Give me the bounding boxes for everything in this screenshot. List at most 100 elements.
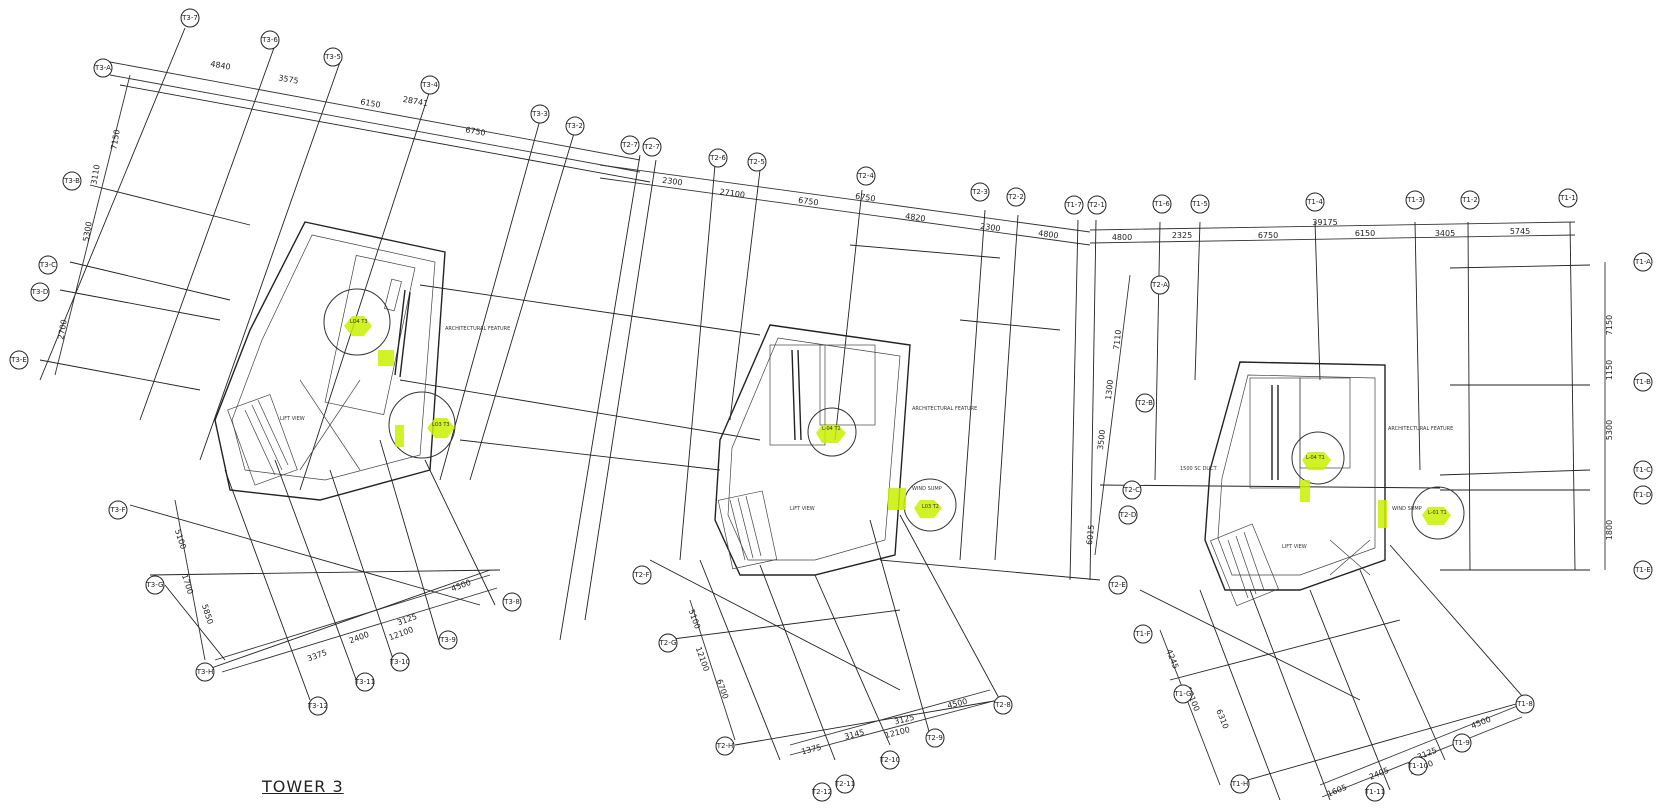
dim-text: 6750 bbox=[798, 196, 819, 208]
svg-text:T3-2: T3-2 bbox=[566, 122, 583, 130]
dim-text: 2300 bbox=[662, 176, 683, 188]
highlight-tag: L-04 T1 bbox=[1306, 455, 1325, 461]
dim-text: 2700 bbox=[56, 319, 68, 341]
grid-bubble: T1-9 bbox=[1452, 733, 1472, 753]
grid-bubble: T3-F bbox=[108, 500, 128, 520]
dim-text: 6150 bbox=[1355, 229, 1375, 238]
tower2-grid: 2300 27100 6750 6750 4820 2300 4800 7110… bbox=[559, 154, 1131, 641]
svg-text:T2-7: T2-7 bbox=[621, 141, 638, 149]
dim-text: 4800 bbox=[1038, 229, 1059, 241]
dim-text: 5850 bbox=[200, 603, 215, 625]
dim-text: 12100 bbox=[884, 725, 911, 740]
grid-bubble: T1-1 bbox=[1558, 188, 1578, 208]
svg-text:T2-B: T2-B bbox=[1136, 399, 1153, 407]
grid-bubble: T1-6 bbox=[1152, 194, 1172, 214]
tower2-bottom-grid: 5100 12100 6700 1375 3145 3125 12100 450… bbox=[649, 514, 1001, 761]
dim-text: 27100 bbox=[719, 187, 745, 199]
grid-bubble: T2-3 bbox=[970, 182, 990, 202]
room-note: WIND SUMP bbox=[912, 486, 942, 492]
room-note: ARCHITECTURAL FEATURE bbox=[912, 406, 977, 412]
svg-text:T3-10: T3-10 bbox=[389, 658, 410, 666]
highlight-tag: L-01 T1 bbox=[1428, 510, 1447, 516]
grid-bubble: T1-F bbox=[1133, 624, 1153, 644]
grid-bubble: T1-10 bbox=[1407, 756, 1428, 776]
dim-text: 39175 bbox=[1312, 218, 1337, 227]
grid-bubble: T1-B bbox=[1633, 372, 1653, 392]
grid-bubble: T2-B bbox=[1135, 393, 1155, 413]
dim-text: 2325 bbox=[1172, 231, 1192, 240]
highlight-marker bbox=[914, 500, 942, 518]
dim-text: 5100 bbox=[687, 608, 702, 630]
room-note: 1500 SC DUCT bbox=[1180, 466, 1218, 472]
highlight-marker bbox=[395, 425, 404, 447]
drawing-title: TOWER 3 bbox=[262, 777, 344, 796]
grid-bubble: T1-H bbox=[1230, 774, 1250, 794]
svg-text:T2-H: T2-H bbox=[716, 742, 734, 750]
svg-text:T1-8: T1-8 bbox=[1516, 700, 1533, 708]
tower1-core-plan: L-04 T1 L-01 T1 LIFT VIEW ARCHITECTURAL … bbox=[1180, 361, 1465, 607]
svg-text:T1-1: T1-1 bbox=[1559, 194, 1576, 202]
grid-bubble: T3-E bbox=[9, 350, 29, 370]
svg-text:T3-B: T3-B bbox=[63, 177, 80, 185]
svg-text:T1-9: T1-9 bbox=[1453, 739, 1470, 747]
svg-text:T3-12: T3-12 bbox=[307, 702, 328, 710]
grid-bubble: T2-C bbox=[1122, 480, 1142, 500]
svg-text:T2-G: T2-G bbox=[659, 639, 677, 647]
dim-text: 3405 bbox=[1435, 229, 1455, 238]
highlight-marker bbox=[888, 488, 906, 510]
svg-text:T2-1: T2-1 bbox=[1088, 201, 1105, 209]
highlight-tag: L-04 T2 bbox=[822, 426, 841, 432]
svg-text:T2-C: T2-C bbox=[1123, 486, 1140, 494]
grid-bubble: T1-G bbox=[1173, 684, 1193, 704]
dim-text: 4840 bbox=[210, 59, 232, 71]
svg-text:T1-B: T1-B bbox=[1634, 378, 1651, 386]
grid-bubble: T3-8 bbox=[502, 592, 522, 612]
grid-bubble: T3-A bbox=[93, 58, 113, 78]
grid-bubble: T1-E bbox=[1633, 560, 1653, 580]
grid-bubble: T1-7 bbox=[1064, 195, 1084, 215]
dim-text: 4245 bbox=[1164, 648, 1180, 670]
highlight-tag: LO3 T3 bbox=[432, 422, 450, 428]
grid-bubble: T1-3 bbox=[1405, 190, 1425, 210]
dim-text: 5100 bbox=[173, 528, 188, 550]
svg-text:T1-F: T1-F bbox=[1134, 630, 1150, 638]
grid-bubble: T3-6 bbox=[260, 30, 280, 50]
svg-text:T3-A: T3-A bbox=[94, 64, 111, 72]
tower3-core-plan: LO4 T3 LO3 T3 LIFT VIEW ARCHITECTURAL FE… bbox=[214, 221, 510, 501]
svg-text:T3-6: T3-6 bbox=[261, 36, 278, 44]
svg-text:T1-2: T1-2 bbox=[1461, 196, 1478, 204]
tower3-bottom-grid: 5100 1700 5850 3375 2400 3125 12100 4500 bbox=[129, 439, 501, 701]
highlight-marker bbox=[1300, 480, 1310, 502]
highlight-tag: L03 T2 bbox=[922, 504, 939, 510]
grid-bubble: T1-5 bbox=[1190, 194, 1210, 214]
grid-bubble: T1-8 bbox=[1515, 694, 1535, 714]
dim-text: 2405 bbox=[1368, 766, 1390, 782]
grid-bubble: T3-H bbox=[195, 662, 215, 682]
grid-bubble: T2-1 bbox=[1087, 195, 1107, 215]
highlight-marker bbox=[1422, 507, 1451, 525]
grid-bubbles-tower1-bottom: T1-F T1-G T1-H T1-8 T1-9 T1-10 T1-11 bbox=[1133, 624, 1535, 802]
svg-text:T3-H: T3-H bbox=[196, 668, 214, 676]
dim-text: 5300 bbox=[81, 221, 93, 243]
dim-text: 6750 bbox=[855, 192, 876, 204]
grid-bubbles-mid: T2-A T2-B T2-C T2-D T2-E bbox=[1108, 275, 1170, 595]
svg-text:T2-F: T2-F bbox=[633, 571, 649, 579]
dim-text: 5300 bbox=[1605, 420, 1614, 440]
highlight-marker bbox=[344, 316, 372, 336]
highlight-marker bbox=[1378, 500, 1387, 528]
grid-bubble: T2-E bbox=[1108, 575, 1128, 595]
grid-bubble: T3-2 bbox=[565, 116, 585, 136]
svg-text:T1-D: T1-D bbox=[1634, 491, 1652, 499]
dim-text: 3575 bbox=[278, 73, 300, 85]
dim-text: 3500 bbox=[1096, 429, 1107, 450]
dim-text: 1150 bbox=[1605, 360, 1614, 380]
svg-text:T3-4: T3-4 bbox=[421, 81, 438, 89]
dim-text: 3125 bbox=[396, 612, 418, 627]
room-note: LIFT VIEW bbox=[790, 506, 815, 512]
svg-text:T3-C: T3-C bbox=[39, 261, 56, 269]
grid-bubble: T2-4 bbox=[856, 166, 876, 186]
svg-text:T2-11: T2-11 bbox=[834, 780, 855, 788]
dim-text: 7150 bbox=[109, 129, 121, 151]
room-note: LIFT VIEW bbox=[280, 416, 305, 422]
grid-bubble: T2-2 bbox=[1006, 187, 1026, 207]
